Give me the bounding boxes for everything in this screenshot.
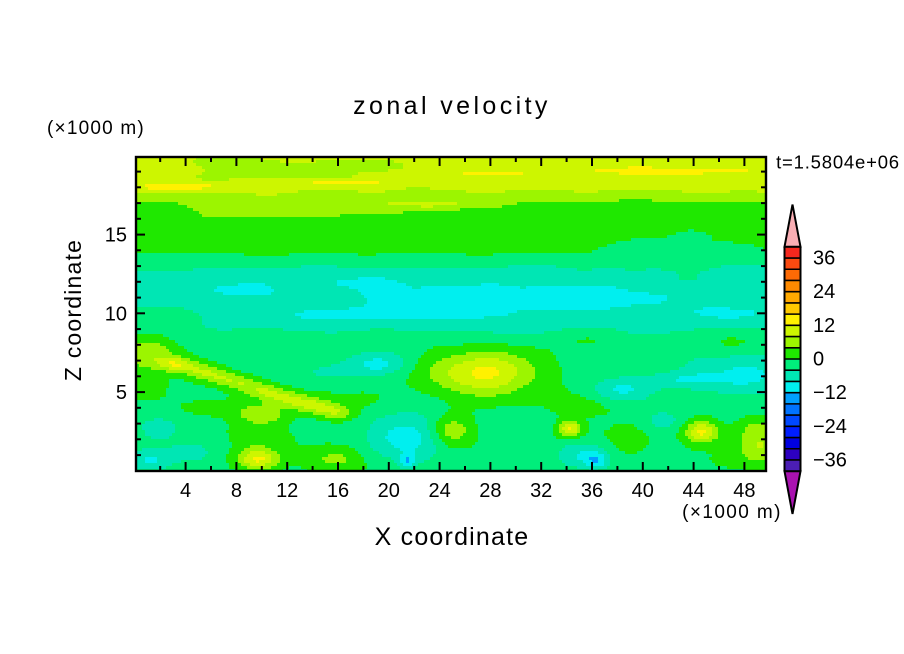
- svg-text:4: 4: [180, 480, 191, 502]
- svg-text:(×1000 m): (×1000 m): [682, 502, 782, 523]
- svg-text:40: 40: [632, 480, 654, 502]
- svg-text:12: 12: [276, 480, 298, 502]
- svg-text:16: 16: [327, 480, 349, 502]
- svg-text:−12: −12: [813, 382, 847, 404]
- svg-text:zonal velocity: zonal velocity: [353, 92, 551, 120]
- svg-text:Z coordinate: Z coordinate: [60, 239, 86, 381]
- svg-text:36: 36: [581, 480, 603, 502]
- svg-text:24: 24: [813, 281, 835, 303]
- svg-text:32: 32: [530, 480, 552, 502]
- svg-text:15: 15: [105, 225, 127, 247]
- svg-text:t=1.5804e+06: t=1.5804e+06: [776, 152, 900, 173]
- svg-text:36: 36: [813, 248, 835, 270]
- svg-text:10: 10: [105, 303, 127, 325]
- svg-text:28: 28: [479, 480, 501, 502]
- svg-text:48: 48: [733, 480, 755, 502]
- svg-text:5: 5: [116, 382, 127, 404]
- svg-text:24: 24: [428, 480, 450, 502]
- svg-text:−36: −36: [813, 450, 847, 472]
- svg-text:44: 44: [682, 480, 704, 502]
- svg-text:0: 0: [813, 349, 824, 371]
- svg-text:12: 12: [813, 315, 835, 337]
- svg-text:−24: −24: [813, 416, 847, 438]
- svg-text:8: 8: [231, 480, 242, 502]
- svg-text:20: 20: [378, 480, 400, 502]
- svg-text:(×1000 m): (×1000 m): [47, 118, 145, 139]
- svg-text:X coordinate: X coordinate: [375, 523, 530, 551]
